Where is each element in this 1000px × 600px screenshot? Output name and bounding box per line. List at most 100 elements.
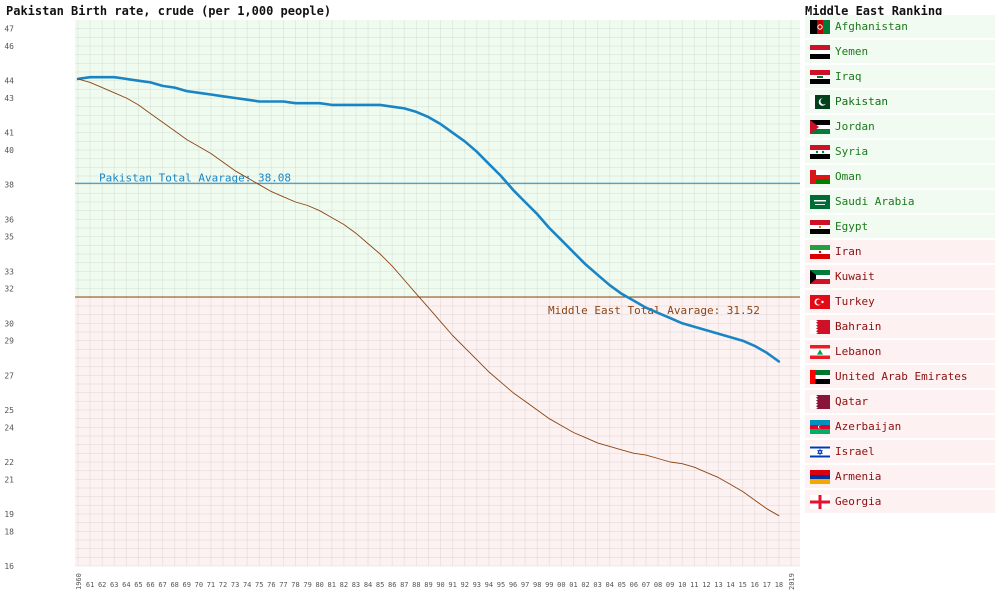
x-tick-label: 01	[569, 581, 577, 589]
series-lines	[76, 75, 781, 517]
ranking-item-label: Syria	[835, 145, 869, 158]
x-tick-label: 98	[533, 581, 541, 589]
y-tick-label: 43	[4, 94, 14, 103]
y-tick-label: 44	[4, 77, 14, 86]
x-tick-label: 71	[207, 581, 215, 589]
armenia-flag-icon	[810, 469, 830, 484]
x-tick-label: 14	[726, 581, 734, 589]
ranking-item-label: Kuwait	[835, 270, 875, 283]
y-tick-label: 19	[4, 510, 14, 519]
y-tick-label: 46	[4, 42, 14, 51]
x-tick-label: 77	[279, 581, 287, 589]
ranking-item[interactable]: Pakistan	[805, 90, 995, 113]
ranking-item[interactable]: Armenia	[805, 465, 995, 488]
ranking-item-label: Iraq	[835, 70, 862, 83]
reference-line-label: Pakistan Total Avarage: 38.08	[99, 171, 291, 184]
ranking-item[interactable]: Georgia	[805, 490, 995, 513]
x-tick-label: 17	[763, 581, 771, 589]
x-tick-label: 12	[702, 581, 710, 589]
ranking-item[interactable]: Oman	[805, 165, 995, 188]
ranking-item[interactable]: Syria	[805, 140, 995, 163]
ranking-item[interactable]: Turkey	[805, 290, 995, 313]
x-tick-label: 85	[376, 581, 384, 589]
ranking-item-label: Saudi Arabia	[835, 195, 915, 208]
ranking-item[interactable]: Jordan	[805, 115, 995, 138]
ranking-item-label: Turkey	[835, 295, 875, 308]
ranking-item[interactable]: Saudi Arabia	[805, 190, 995, 213]
x-tick-label: 16	[751, 581, 759, 589]
ranking-item-label: Qatar	[835, 395, 869, 408]
x-tick-label: 72	[219, 581, 227, 589]
bahrain-flag-icon	[810, 319, 830, 334]
x-tick-label: 78	[291, 581, 299, 589]
x-tick-label: 18	[775, 581, 783, 589]
y-tick-label: 41	[4, 129, 14, 138]
israel-flag-icon	[810, 444, 830, 459]
ranking-item-label: Jordan	[835, 120, 875, 133]
x-tick-label: 90	[436, 581, 444, 589]
y-tick-label: 47	[4, 25, 14, 34]
x-tick-label: 79	[303, 581, 311, 589]
saudi-arabia-flag-icon	[810, 194, 830, 209]
ranking-item[interactable]: Egypt	[805, 215, 995, 238]
ranking-item[interactable]: Israel	[805, 440, 995, 463]
y-tick-label: 36	[4, 215, 14, 224]
y-tick-label: 29	[4, 337, 14, 346]
ranking-item[interactable]: Bahrain	[805, 315, 995, 338]
ranking-item-label: Azerbaijan	[835, 420, 902, 433]
x-tick-label: 05	[618, 581, 626, 589]
ranking-item-label: Lebanon	[835, 345, 882, 358]
x-tick-label: 87	[400, 581, 408, 589]
ranking-item[interactable]: Qatar	[805, 390, 995, 413]
grid-lines	[75, 20, 800, 567]
azerbaijan-flag-icon	[810, 419, 830, 434]
georgia-flag-icon	[810, 494, 830, 509]
x-tick-label: 76	[267, 581, 275, 589]
y-tick-label: 32	[4, 285, 14, 294]
ranking-item-label: Israel	[835, 445, 875, 458]
x-tick-label: 65	[134, 581, 142, 589]
x-tick-label: 94	[485, 581, 493, 589]
ranking-item[interactable]: Azerbaijan	[805, 415, 995, 438]
x-tick-label: 73	[231, 581, 239, 589]
below-band	[75, 296, 800, 566]
ranking-item[interactable]: Iraq	[805, 65, 995, 88]
y-tick-label: 33	[4, 267, 14, 276]
x-tick-label: 2019	[788, 573, 796, 590]
x-tick-label: 15	[738, 581, 746, 589]
background-bands	[75, 20, 800, 566]
x-tick-label: 91	[448, 581, 456, 589]
x-tick-label: 64	[122, 581, 130, 589]
x-tick-label: 62	[98, 581, 106, 589]
x-tick-label: 93	[473, 581, 481, 589]
ranking-list: Afghanistan Yemen Iraq Pakistan Jordan Syria O…	[805, 15, 995, 515]
ranking-item[interactable]: Afghanistan	[805, 15, 995, 38]
ranking-item[interactable]: Iran	[805, 240, 995, 263]
ranking-item[interactable]: Lebanon	[805, 340, 995, 363]
x-tick-label: 82	[340, 581, 348, 589]
turkey-flag-icon	[810, 294, 830, 309]
x-tick-label: 97	[521, 581, 529, 589]
x-tick-label: 81	[328, 581, 336, 589]
ranking-item[interactable]: United Arab Emirates	[805, 365, 995, 388]
x-tick-label: 07	[642, 581, 650, 589]
x-tick-label: 75	[255, 581, 263, 589]
x-tick-label: 06	[630, 581, 638, 589]
pakistan-flag-icon	[810, 94, 830, 109]
x-tick-label: 13	[714, 581, 722, 589]
egypt-flag-icon	[810, 219, 830, 234]
x-tick-label: 84	[364, 581, 372, 589]
ranking-item-label: Egypt	[835, 220, 869, 233]
ranking-item[interactable]: Kuwait	[805, 265, 995, 288]
x-tick-label: 96	[509, 581, 517, 589]
ranking-item[interactable]: Yemen	[805, 40, 995, 63]
x-tick-label: 03	[593, 581, 601, 589]
y-tick-label: 35	[4, 233, 14, 242]
iran-flag-icon	[810, 244, 830, 259]
x-tick-label: 74	[243, 581, 251, 589]
yemen-flag-icon	[810, 44, 830, 59]
x-tick-label: 11	[690, 581, 698, 589]
x-tick-label: 02	[581, 581, 589, 589]
ranking-item-label: Iran	[835, 245, 862, 258]
